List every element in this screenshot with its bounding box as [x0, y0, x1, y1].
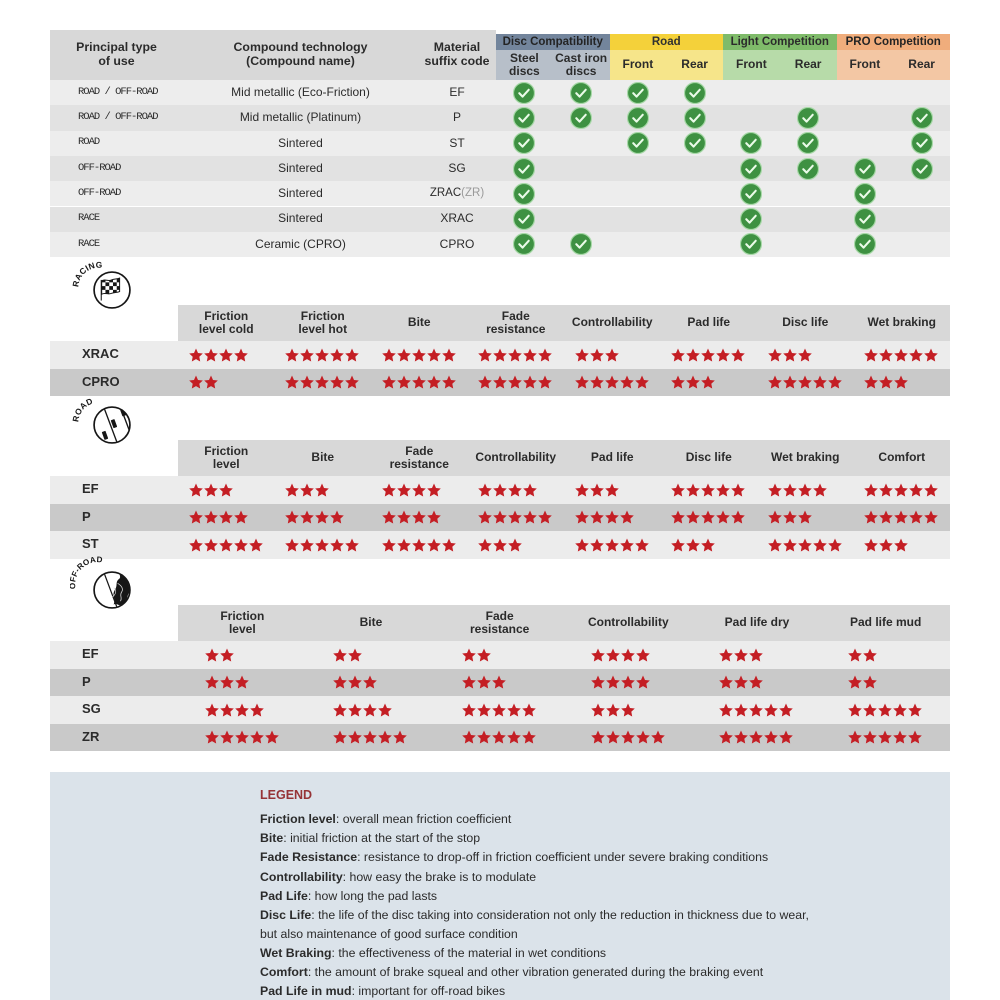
svg-text:ROAD: ROAD	[70, 396, 94, 423]
svg-text:OFF-ROAD: OFF-ROAD	[70, 555, 103, 589]
svg-text:RACING: RACING	[70, 260, 102, 288]
